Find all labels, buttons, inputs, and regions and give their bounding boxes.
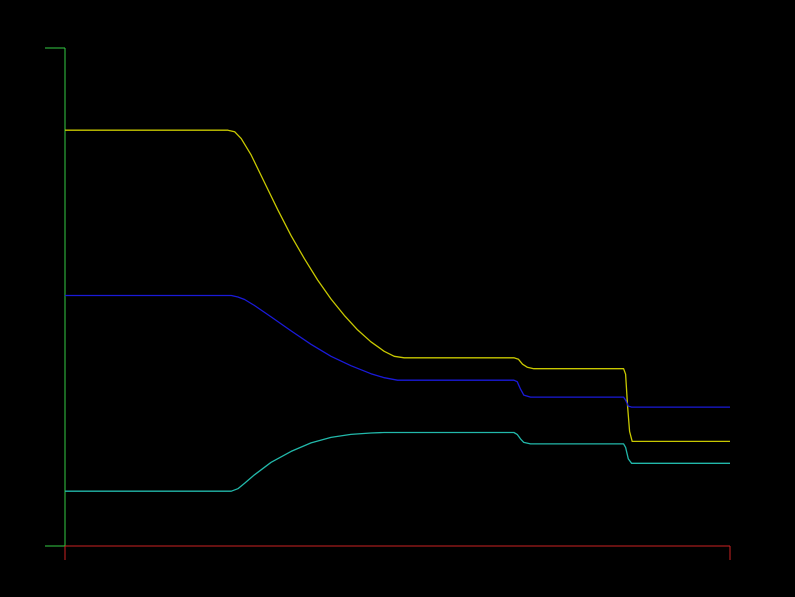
axes: [45, 47, 731, 560]
series-layer: [65, 129, 730, 492]
series-line-3: [65, 431, 730, 492]
series-line-1: [65, 129, 730, 443]
series-line-2: [65, 294, 730, 408]
